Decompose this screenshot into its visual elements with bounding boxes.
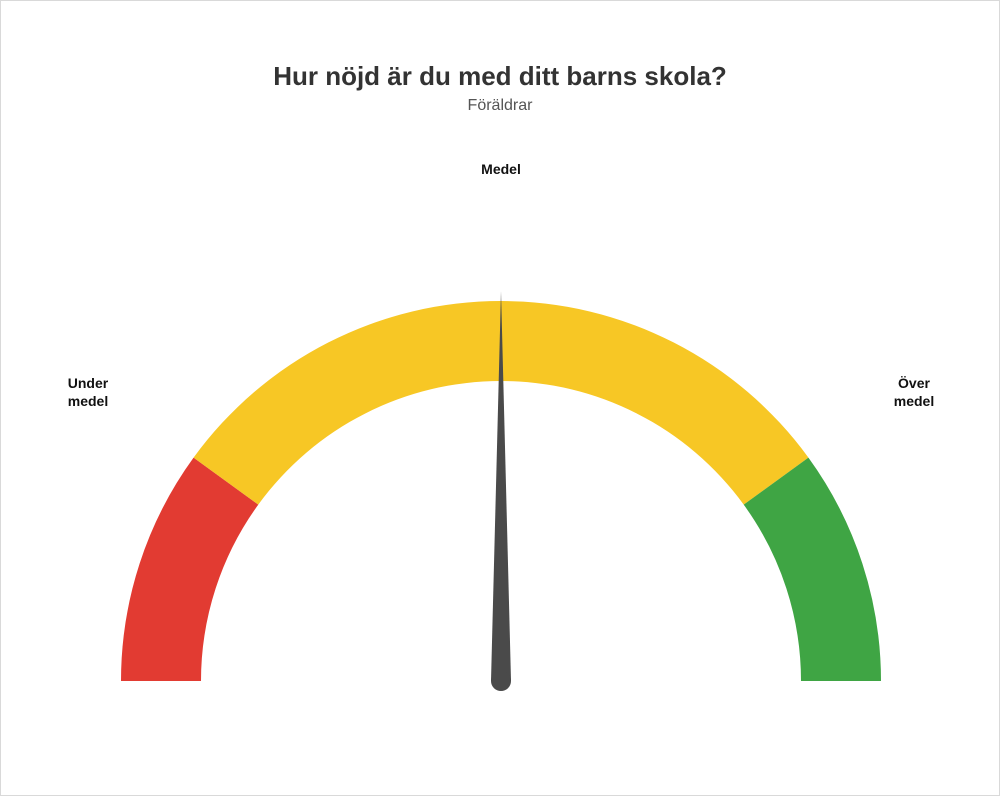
gauge-label-left-line1: Under <box>68 375 108 391</box>
gauge-segment <box>121 458 258 681</box>
gauge-label-left: Under medel <box>58 375 118 410</box>
gauge-label-left-line2: medel <box>68 393 108 409</box>
gauge-chart <box>51 161 951 721</box>
gauge-label-top: Medel <box>51 161 951 179</box>
gauge-hub <box>491 671 511 691</box>
gauge-segment <box>744 458 881 681</box>
chart-card: Hur nöjd är du med ditt barns skola? För… <box>0 0 1000 796</box>
gauge-container: Medel Under medel Över medel <box>51 161 951 721</box>
chart-subtitle: Föräldrar <box>1 97 999 115</box>
gauge-label-right-line2: medel <box>894 393 934 409</box>
chart-title: Hur nöjd är du med ditt barns skola? <box>1 61 999 92</box>
gauge-label-right-line1: Över <box>898 375 930 391</box>
gauge-label-right: Över medel <box>884 375 944 410</box>
